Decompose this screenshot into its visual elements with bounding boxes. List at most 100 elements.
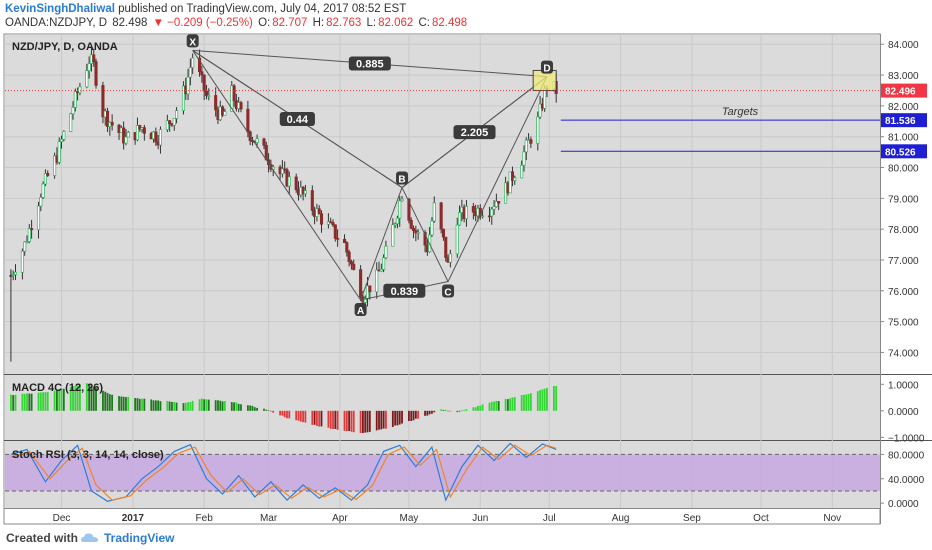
macd-bar [182, 403, 185, 411]
candle-body [27, 228, 31, 242]
candle-body [303, 190, 307, 195]
macd-bar [364, 410, 367, 433]
macd-bar [424, 410, 426, 416]
macd-bar [472, 407, 475, 411]
macd-bar [350, 410, 353, 432]
candle-body [538, 103, 542, 118]
macd-bar [191, 400, 194, 411]
candle-body [384, 245, 388, 259]
close-value: 82.498 [431, 17, 468, 29]
macd-bar [529, 393, 532, 411]
macd-bar [511, 397, 514, 411]
macd-bar [410, 410, 413, 421]
macd-bar [345, 410, 348, 432]
macd-bar [171, 401, 173, 411]
macd-bar [28, 393, 31, 411]
macd-bar [539, 390, 541, 411]
stoch-series-line [10, 442, 557, 502]
macd-bar [272, 410, 275, 413]
macd-bar [447, 410, 449, 412]
time-tick-label: 2017 [122, 513, 145, 524]
point-label-bg [354, 303, 367, 317]
candle-body [510, 171, 515, 181]
candle-body [331, 222, 335, 226]
macd-bar [12, 395, 15, 411]
candle-body [246, 108, 250, 133]
macd-bar [125, 397, 127, 411]
macd-bar [477, 405, 479, 411]
macd-bar [233, 402, 235, 411]
candle-body [207, 95, 211, 97]
candle-body [411, 227, 416, 231]
candle-body [455, 224, 459, 255]
macd-bar [26, 393, 28, 411]
macd-bar [175, 402, 178, 411]
price-tick-label: 77.000 [888, 256, 919, 267]
footer: Created with TradingView [0, 526, 932, 550]
price-tick-label: 74.000 [888, 348, 919, 359]
macd-bar [30, 393, 33, 411]
price-tick-label: 83.000 [888, 71, 919, 82]
author-link[interactable]: KevinSinghDhaliwal [5, 3, 115, 15]
macd-bar [506, 399, 509, 411]
macd-bar [398, 410, 401, 425]
candle-body [359, 269, 363, 298]
candle-body [409, 220, 413, 229]
macd-bar [359, 410, 362, 434]
candle-body [57, 141, 61, 163]
macd-bar [523, 394, 525, 411]
candle-body [342, 238, 347, 243]
stoch-tick-label: 80.0000 [888, 450, 925, 461]
candle-body [223, 111, 227, 116]
candle-body [78, 86, 82, 94]
macd-bar [375, 410, 378, 431]
open-value: 82.707 [272, 17, 308, 29]
candle-body [36, 205, 41, 231]
candle-body [69, 113, 73, 132]
footer-brand-link[interactable]: TradingView [104, 531, 175, 545]
macd-bar [62, 388, 65, 411]
macd-bar [122, 396, 125, 411]
harmonic-pattern[interactable]: 0.885 0.44 0.839 2.205 X A B C D [186, 34, 557, 317]
candle-body [165, 120, 169, 130]
time-tick-label: Sep [683, 513, 701, 524]
candle-body [520, 164, 524, 179]
macd-bar [513, 397, 516, 411]
axes[interactable]: 84.000 83.000 82.000 81.000 80.000 79.000 78.0… [53, 40, 925, 524]
candle-body [423, 232, 427, 246]
candle-body [349, 261, 353, 265]
candle-body [414, 230, 418, 234]
ratio-label: 0.885 [356, 59, 384, 71]
macd-bar [134, 398, 137, 411]
ratio-label-bg [383, 283, 426, 298]
macd-bar [263, 408, 265, 411]
macd-bar [380, 410, 383, 430]
grid [5, 35, 880, 508]
macd-bar [246, 405, 249, 411]
macd-bar [504, 398, 507, 411]
macd-bar [214, 400, 217, 411]
macd-bar [152, 400, 155, 411]
macd-bar [426, 410, 429, 416]
point-label: D [543, 64, 550, 75]
macd-bar [460, 410, 463, 412]
candle-body [280, 168, 284, 175]
candle-body [490, 208, 494, 217]
candle-body [175, 110, 179, 119]
price-pane-title: NZD/JPY, D, OANDA [12, 41, 118, 53]
point-label-bg [540, 60, 553, 74]
candle-body [43, 173, 47, 185]
candle-body [105, 110, 110, 127]
candle-body [508, 171, 512, 194]
macd-bar [474, 407, 477, 411]
macd-bar [463, 409, 466, 411]
macd-bar [334, 410, 337, 429]
macd-bar [546, 388, 548, 411]
macd-bar [385, 410, 387, 429]
macd-bar [79, 384, 81, 411]
targets-label: Targets [722, 106, 759, 118]
macd-pane-title: MACD 4C (12, 26) [12, 382, 103, 394]
target-levels[interactable]: 82.496 81.536 80.526 [5, 83, 927, 159]
macd-bar [433, 410, 436, 413]
